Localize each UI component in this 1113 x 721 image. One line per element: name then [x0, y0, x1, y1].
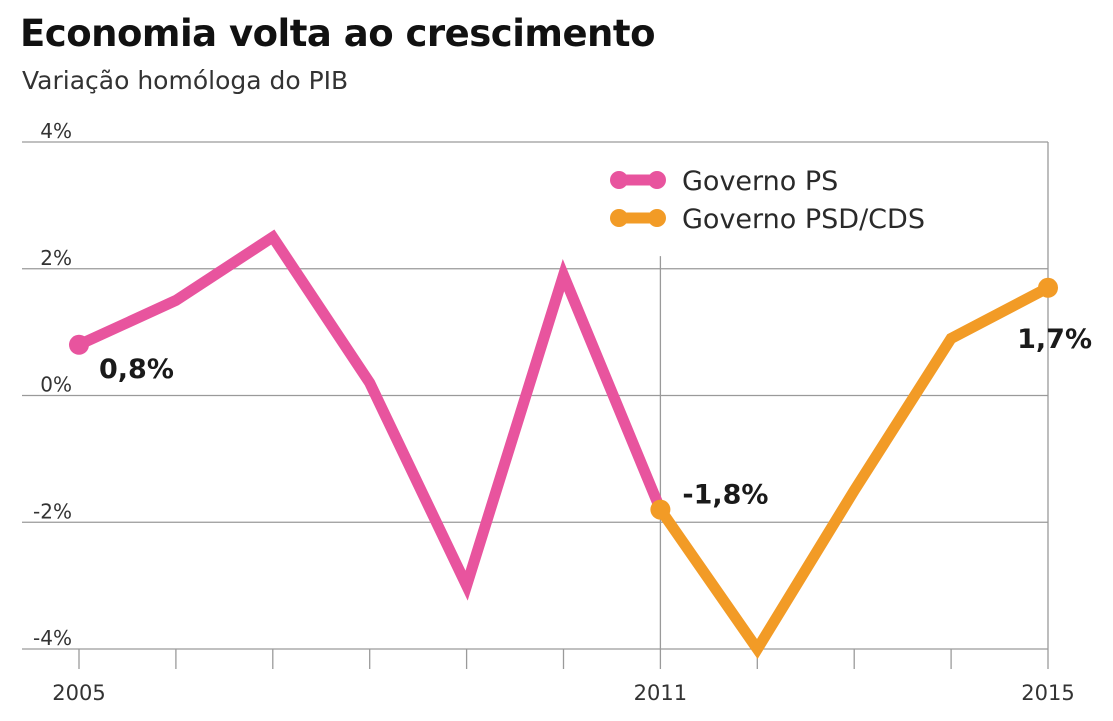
y-tick-label: 4%: [40, 119, 72, 143]
data-label: -1,8%: [682, 480, 768, 511]
legend-swatch-dot: [610, 171, 628, 189]
legend-label: Governo PS: [682, 166, 838, 197]
y-tick-label: 2%: [40, 246, 72, 270]
y-tick-label: -2%: [33, 499, 72, 523]
legend: Governo PS Governo PSD/CDS: [610, 166, 925, 235]
data-point-marker: [1038, 277, 1058, 298]
x-tick-label: 2015: [1021, 681, 1074, 705]
legend-swatch-dot: [648, 171, 666, 189]
legend-swatch-dot: [648, 209, 666, 227]
axes: 4% 2% 0% -2% -4% 2005 2011 2015: [33, 119, 1075, 705]
legend-label: Governo PSD/CDS: [682, 204, 925, 235]
data-point-marker: [69, 334, 89, 355]
x-tick-label: 2005: [52, 681, 105, 705]
data-label: 1,7%: [1017, 324, 1092, 355]
series-line-governo-psd-cds: [655, 282, 1051, 660]
data-labels: 0,8% -1,8% 1,7%: [99, 324, 1092, 511]
data-point-marker: [650, 499, 671, 520]
x-tick-label: 2011: [634, 681, 687, 705]
legend-swatch-dot: [610, 209, 628, 227]
series-line-governo-ps: [76, 229, 666, 601]
data-points: [69, 277, 1058, 520]
y-tick-label: 0%: [40, 373, 72, 397]
gridlines: [22, 141, 1049, 650]
y-tick-label: -4%: [33, 626, 72, 650]
data-label: 0,8%: [99, 354, 174, 385]
chart-title: Economia volta ao crescimento: [20, 12, 656, 55]
chart-subtitle: Variação homóloga do PIB: [22, 66, 349, 95]
series-lines: [76, 229, 1051, 660]
